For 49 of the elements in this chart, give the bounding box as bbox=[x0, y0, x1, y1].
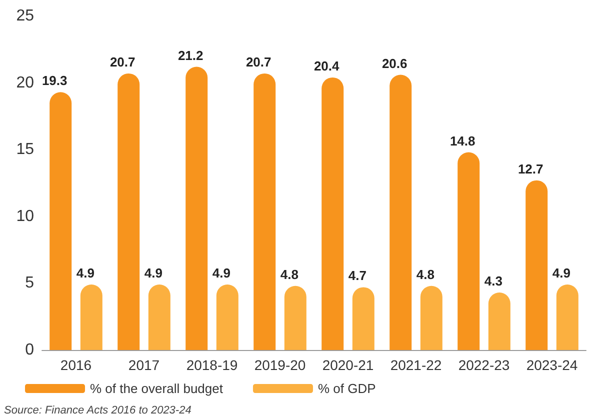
bar bbox=[556, 284, 578, 350]
bar bbox=[148, 284, 170, 350]
y-tick-label: 25 bbox=[16, 8, 34, 24]
data-label: 20.4 bbox=[314, 58, 340, 74]
x-tick-label: 2019-20 bbox=[254, 357, 306, 373]
x-tick-label: 2023-24 bbox=[526, 357, 578, 373]
data-label: 4.7 bbox=[348, 268, 366, 284]
data-label: 19.3 bbox=[42, 73, 68, 88]
bar bbox=[390, 74, 412, 350]
bar bbox=[284, 286, 306, 350]
x-tick-label: 2020-21 bbox=[322, 357, 374, 373]
x-tick-label: 2018-19 bbox=[186, 357, 238, 373]
data-label: 4.8 bbox=[280, 266, 298, 282]
bar bbox=[80, 284, 102, 350]
data-label: 12.7 bbox=[518, 161, 544, 176]
y-tick-label: 0 bbox=[25, 342, 34, 358]
legend-label: % of the overall budget bbox=[90, 381, 224, 396]
data-label: 4.9 bbox=[212, 266, 230, 281]
y-tick-label: 10 bbox=[16, 208, 34, 225]
x-tick-label: 2017 bbox=[128, 357, 160, 373]
data-label: 4.3 bbox=[484, 274, 502, 289]
data-label: 4.8 bbox=[416, 266, 434, 282]
y-tick-label: 5 bbox=[25, 274, 34, 292]
data-label: 4.9 bbox=[76, 266, 94, 281]
bar bbox=[216, 284, 238, 350]
bar bbox=[254, 73, 276, 350]
data-label: 20.7 bbox=[246, 54, 272, 70]
bar bbox=[488, 292, 510, 350]
bar bbox=[186, 66, 208, 350]
bar bbox=[420, 286, 442, 350]
y-tick-label: 20 bbox=[16, 74, 34, 92]
bar bbox=[50, 92, 72, 350]
x-tick-label: 2022-23 bbox=[458, 357, 510, 373]
data-label: 21.2 bbox=[178, 48, 204, 63]
data-label: 14.8 bbox=[450, 133, 476, 148]
data-label: 4.9 bbox=[144, 266, 162, 281]
bar bbox=[458, 152, 480, 350]
bar bbox=[526, 180, 548, 350]
bar bbox=[118, 73, 140, 350]
legend-label: % of GDP bbox=[318, 381, 376, 396]
data-label: 20.6 bbox=[382, 56, 408, 71]
y-tick-label: 15 bbox=[16, 141, 34, 158]
x-tick-label: 2021-22 bbox=[390, 357, 442, 373]
data-label: 20.7 bbox=[110, 54, 136, 70]
bar bbox=[352, 287, 374, 350]
x-tick-label: 2016 bbox=[60, 357, 92, 373]
bar bbox=[322, 77, 344, 350]
source-note: Source: Finance Acts 2016 to 2023-24 bbox=[4, 404, 192, 416]
data-label: 4.9 bbox=[552, 266, 570, 281]
